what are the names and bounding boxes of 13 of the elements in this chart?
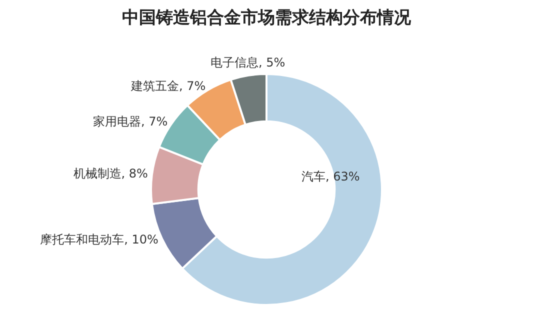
slice-label: 电子信息 — [210, 56, 258, 70]
data-label: , 5% — [258, 56, 286, 70]
data-label: , 7% — [179, 78, 206, 93]
data-label: , 7% — [141, 114, 168, 128]
slice-label: 机械制造 — [73, 166, 122, 181]
data-label: , 8% — [121, 166, 148, 181]
slice-label: 建筑五金 — [130, 78, 180, 93]
slice-label: 摩托车和电动车 — [40, 232, 124, 247]
slice-label: 家用电器 — [93, 114, 141, 128]
data-label: , 10% — [124, 232, 158, 247]
slice-label: 汽车 — [302, 170, 326, 184]
chart-title: 中国铸造铝合金市场需求结构分布情况 — [121, 7, 412, 29]
data-label: , 63% — [326, 170, 360, 184]
